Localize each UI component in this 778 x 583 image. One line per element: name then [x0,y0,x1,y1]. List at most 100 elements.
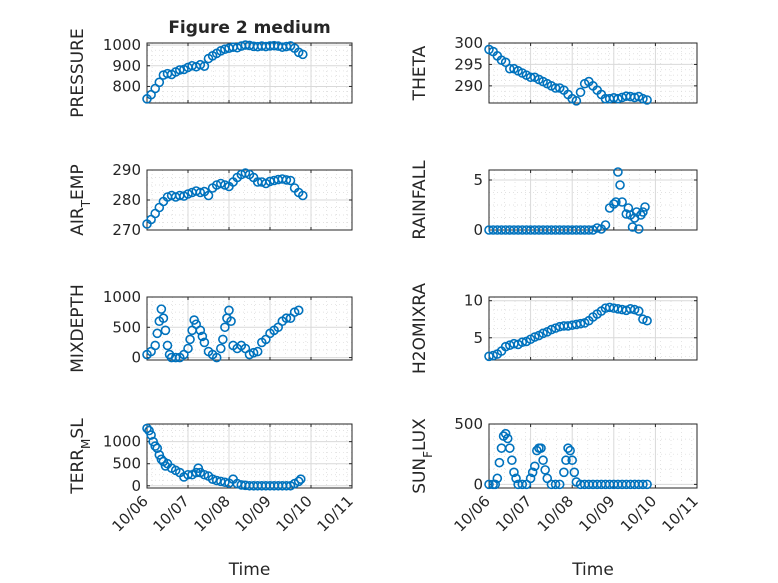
x-tick-label: 10/10 [273,492,316,535]
y-axis-label: THETA [410,45,430,101]
data-point [500,428,511,439]
data-point [629,304,640,315]
data-point [494,457,505,468]
y-axis-label: PRESSURE [68,28,88,117]
panel-6: 5 10 H2OMIXRA [410,283,698,374]
x-axis-label: Time [228,560,271,580]
y-tick-label: 1000 [103,36,141,54]
y-tick-label: 0 [131,477,141,495]
data-point [220,322,230,333]
data-point [492,473,503,484]
panel-3: 270 280 290 AIRTEMP [68,161,353,239]
data-point [642,479,652,490]
y-tick-label: 270 [112,221,141,239]
data-point [156,454,167,465]
y-axis-label: AIRTEMP [68,164,93,235]
x-tick-label: 10/10 [617,492,660,535]
data-point [156,304,167,314]
data-point [484,479,494,490]
data-point [195,325,206,336]
axis-frame [488,42,698,104]
data-point [216,178,226,189]
data-point [195,59,206,70]
data-point [226,316,236,327]
data-point [211,352,222,363]
data-point [183,343,193,354]
y-tick-label: 1000 [103,288,141,306]
data-point [525,473,536,484]
data-point [504,443,515,453]
data-point [220,180,230,190]
data-point [248,347,259,358]
data-point [613,93,623,104]
y-tick-label: 900 [112,57,141,75]
data-point [281,313,292,324]
data-point [550,323,561,333]
data-point [160,325,171,336]
data-point [615,180,625,190]
data-point [642,315,652,326]
data-point [152,443,163,454]
data-point [150,340,160,351]
data-point [218,334,228,345]
data-point [240,168,251,178]
x-tick-label: 10/06 [109,492,152,535]
data-point [152,328,163,339]
data-point [220,477,230,488]
x-tick-label: 10/09 [232,492,275,535]
data-point [183,189,193,199]
y-axis-label: H2OMIXRA [410,283,430,374]
data-point [642,95,652,105]
data-point [569,467,580,478]
y-tick-label: 290 [454,77,483,95]
data-point [199,337,210,348]
y-axis-label: SUNFLUX [410,418,435,494]
plot-area [489,43,697,103]
data-point [148,436,158,447]
data-point [252,346,263,357]
data-point [550,83,561,93]
data-point [638,93,648,104]
y-tick-label: 0 [131,349,141,367]
y-tick-label: 290 [112,161,141,179]
data-point [561,455,571,466]
data-point [611,197,621,207]
data-point [195,187,206,198]
data-point [281,175,292,185]
data-point [507,455,517,466]
y-tick-label: 295 [454,55,483,73]
data-point [297,49,308,60]
x-tick-label: 10/11 [659,492,702,535]
x-tick-label: 10/07 [492,492,535,535]
data-point [504,63,515,74]
data-point [575,87,586,98]
data-point [203,190,214,201]
data-point [550,479,561,490]
data-point [158,313,169,324]
data-point [162,340,173,351]
data-point [293,476,304,487]
data-point [633,306,644,316]
y-tick-label: 300 [454,34,483,52]
data-point [627,222,638,232]
data-point [546,324,557,335]
data-point [527,467,538,478]
y-tick-label: 0 [473,475,483,493]
data-point [571,96,582,106]
y-tick-label: 0 [473,221,483,239]
data-point [638,207,648,217]
y-axis-label: MIXDEPTH [68,284,88,373]
data-point [144,425,154,436]
data-point [529,461,540,472]
data-point [150,441,160,451]
data-point [540,465,550,475]
data-point [293,305,304,316]
axis-frame [146,296,353,361]
y-tick-label: 1000 [103,433,141,451]
data-point [170,352,181,363]
data-point [633,224,644,234]
data-point [617,197,627,207]
panel-2: 290 295 300 THETA [410,34,698,106]
